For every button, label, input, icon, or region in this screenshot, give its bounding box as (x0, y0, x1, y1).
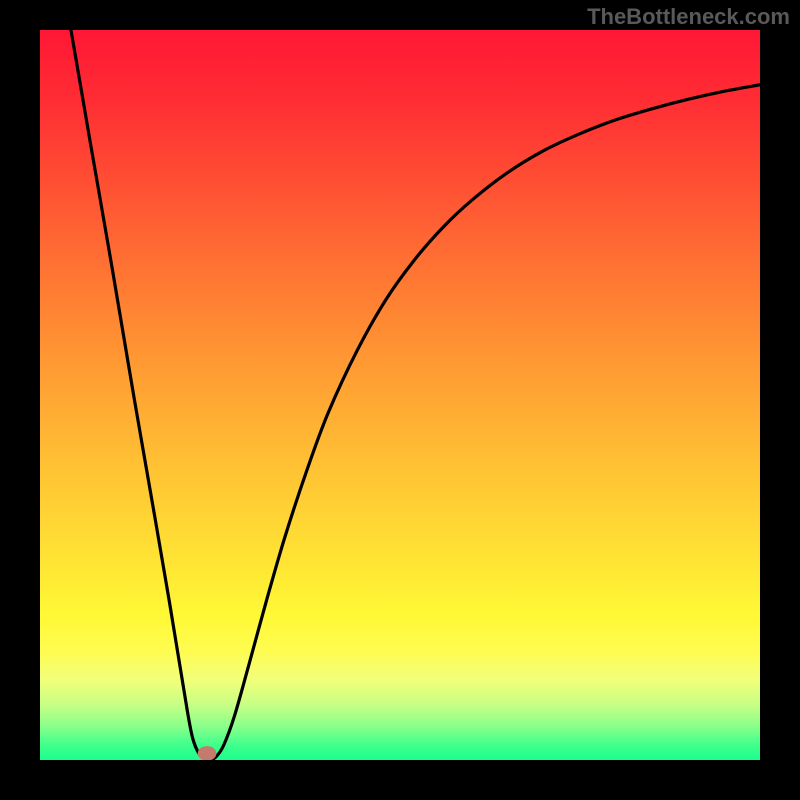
plot-svg (40, 30, 760, 760)
watermark-text: TheBottleneck.com (587, 4, 790, 30)
chart-root: TheBottleneck.com (0, 0, 800, 800)
plot-area (40, 30, 760, 760)
gradient-background (40, 30, 760, 760)
